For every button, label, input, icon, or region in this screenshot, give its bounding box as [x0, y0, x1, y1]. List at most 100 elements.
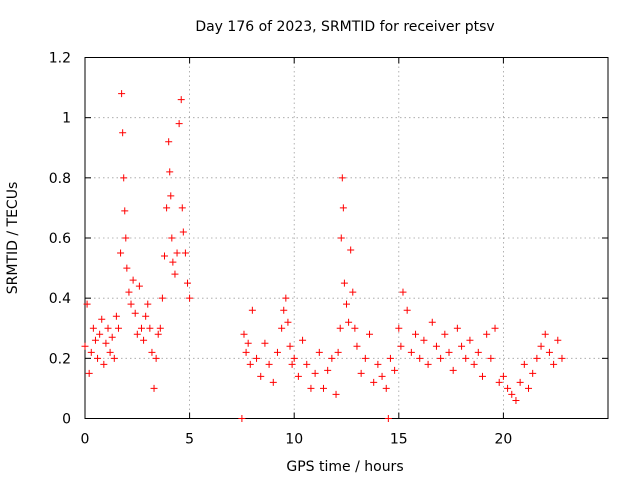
data-point: [378, 372, 386, 380]
data-point: [87, 348, 95, 356]
data-point: [186, 294, 194, 302]
data-point: [288, 360, 296, 368]
data-point: [343, 300, 350, 308]
data-point: [382, 384, 390, 392]
data-point: [290, 354, 298, 362]
y-tick-label: 0.4: [49, 291, 71, 307]
data-point: [129, 276, 137, 284]
data-point: [96, 330, 104, 338]
data-point: [108, 333, 116, 341]
data-point: [370, 378, 378, 386]
tick-layer: 0 5 10 15 20 0 0.2 0.4 0.6 0.8 1 1.2: [49, 51, 608, 448]
y-tick-label: 1: [62, 111, 71, 127]
data-point: [166, 168, 174, 176]
data-point: [458, 342, 466, 350]
data-point: [120, 174, 128, 182]
data-point: [282, 294, 290, 302]
data-point: [242, 348, 250, 356]
data-point: [269, 378, 277, 386]
data-point: [347, 246, 355, 254]
data-point: [407, 348, 415, 356]
data-point: [112, 312, 120, 320]
data-point: [280, 306, 288, 314]
data-point: [487, 354, 495, 362]
x-tick-label: 5: [185, 432, 194, 448]
data-point: [83, 300, 91, 308]
data-point: [516, 378, 524, 386]
data-point: [167, 192, 175, 200]
data-point: [495, 378, 503, 386]
data-point: [462, 354, 470, 362]
data-point: [338, 174, 346, 182]
data-point: [104, 324, 112, 332]
data-point: [248, 306, 256, 314]
data-point: [357, 369, 365, 377]
data-point: [100, 360, 108, 368]
data-point: [445, 348, 453, 356]
data-point: [117, 249, 125, 257]
y-tick-label: 0.2: [49, 351, 71, 367]
data-point: [179, 228, 187, 236]
data-point: [545, 348, 553, 356]
data-point: [395, 324, 403, 332]
data-point: [106, 348, 114, 356]
data-point: [558, 354, 566, 362]
data-point: [340, 279, 348, 287]
data-point: [366, 330, 374, 338]
data-point: [127, 300, 135, 308]
data-point: [286, 342, 294, 350]
data-point: [403, 306, 411, 314]
data-point: [328, 354, 336, 362]
data-point: [148, 348, 156, 356]
data-point: [244, 339, 252, 347]
data-point: [294, 372, 302, 380]
data-point: [102, 339, 110, 347]
data-point: [177, 96, 185, 104]
data-point: [158, 294, 166, 302]
data-point: [152, 354, 160, 362]
x-tick-label: 10: [285, 432, 303, 448]
data-point: [525, 384, 533, 392]
data-point: [508, 390, 516, 398]
data-point: [150, 384, 158, 392]
data-point: [135, 282, 143, 290]
data-point: [353, 342, 361, 350]
grid-layer: [85, 57, 608, 419]
data-point: [144, 300, 152, 308]
chart-title: Day 176 of 2023, SRMTID for receiver pts…: [195, 19, 494, 35]
data-point: [332, 390, 340, 398]
data-point: [453, 324, 461, 332]
data-point: [550, 360, 558, 368]
data-point: [137, 324, 145, 332]
data-point: [163, 204, 171, 212]
data-point: [273, 348, 281, 356]
data-point: [474, 348, 482, 356]
data-point: [89, 324, 97, 332]
data-point: [114, 324, 122, 332]
data-point: [184, 279, 192, 287]
data-point: [307, 384, 315, 392]
data-point: [257, 372, 265, 380]
data-point: [449, 366, 457, 374]
data-point: [81, 342, 89, 350]
data-point: [156, 324, 164, 332]
y-tick-label: 0.6: [49, 231, 71, 247]
x-tick-label: 20: [494, 432, 512, 448]
data-point: [261, 339, 269, 347]
data-point: [131, 309, 139, 317]
data-point: [125, 288, 133, 296]
y-tick-label: 0: [62, 412, 71, 428]
data-point: [504, 384, 512, 392]
data-point: [441, 330, 449, 338]
data-point: [284, 318, 292, 326]
data-point: [537, 342, 545, 350]
data-point: [334, 348, 342, 356]
data-point: [397, 342, 405, 350]
data-point: [121, 207, 129, 215]
data-point: [339, 204, 347, 212]
data-point: [324, 366, 332, 374]
data-point: [154, 330, 162, 338]
data-point: [85, 369, 93, 377]
data-point: [238, 415, 246, 422]
data-point: [118, 90, 126, 98]
